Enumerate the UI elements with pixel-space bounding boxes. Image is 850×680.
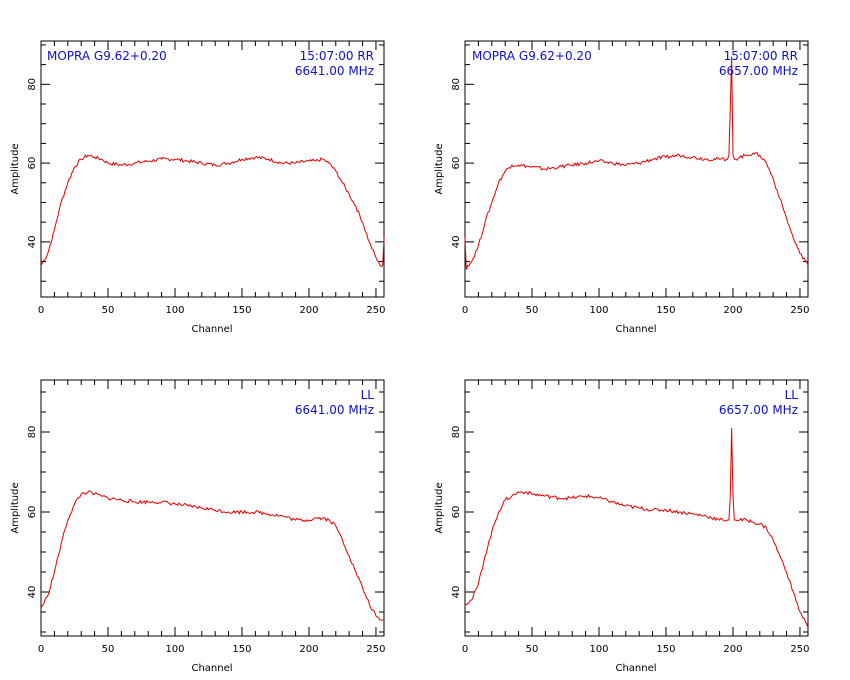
y-tick-label: 80 <box>27 78 38 91</box>
x-tick-label: 50 <box>526 644 539 655</box>
x-tick-label: 50 <box>102 305 115 316</box>
axis-ticks <box>40 41 384 297</box>
x-tick-label: 100 <box>165 644 184 655</box>
tick-labels: 0 50 100 150 200 250 40 60 80 <box>27 78 386 316</box>
tick-labels: 0 50 100 150 200 250 40 60 80 <box>451 78 810 316</box>
time-polarization: 15:07:00 RR <box>300 49 374 63</box>
frequency-label: 6641.00 MHz <box>295 403 374 417</box>
x-tick-label: 0 <box>38 305 44 316</box>
y-axis-label: Amplitude <box>10 143 21 194</box>
x-axis-label: Channel <box>191 663 232 674</box>
tick-labels: 0 50 100 150 200 250 40 60 80 <box>27 426 386 655</box>
x-tick-label: 50 <box>526 305 539 316</box>
spectrum-trace <box>40 154 385 268</box>
x-tick-label: 250 <box>366 644 385 655</box>
y-tick-label: 80 <box>451 78 462 91</box>
x-tick-label: 200 <box>723 305 742 316</box>
x-tick-label: 250 <box>366 305 385 316</box>
axis-ticks <box>464 41 808 297</box>
x-tick-label: 100 <box>165 305 184 316</box>
spectrum-trace <box>464 56 809 270</box>
tick-labels: 0 50 100 150 200 250 40 60 80 <box>451 426 810 655</box>
x-axis-label: Channel <box>191 324 232 335</box>
source-name: MOPRA G9.62+0.20 <box>472 49 592 63</box>
x-tick-label: 150 <box>232 305 251 316</box>
x-axis-label: Channel <box>615 324 656 335</box>
x-tick-label: 50 <box>102 644 115 655</box>
frequency-label: 6641.00 MHz <box>295 64 374 78</box>
x-tick-label: 150 <box>232 644 251 655</box>
spectrum-trace <box>464 427 809 629</box>
x-tick-label: 200 <box>299 305 318 316</box>
y-axis-label: Amplitude <box>434 482 445 533</box>
x-tick-label: 250 <box>790 644 809 655</box>
x-tick-label: 200 <box>299 644 318 655</box>
y-tick-label: 40 <box>27 235 38 248</box>
plot-frame <box>40 40 385 298</box>
x-tick-label: 0 <box>462 644 468 655</box>
x-tick-label: 250 <box>790 305 809 316</box>
x-tick-label: 0 <box>38 644 44 655</box>
y-tick-label: 60 <box>27 506 38 519</box>
time-polarization: LL <box>361 388 375 402</box>
y-tick-label: 40 <box>27 586 38 599</box>
source-name: MOPRA G9.62+0.20 <box>47 49 167 63</box>
y-tick-label: 80 <box>27 426 38 439</box>
y-tick-label: 60 <box>451 506 462 519</box>
x-axis-label: Channel <box>615 663 656 674</box>
y-tick-label: 40 <box>451 235 462 248</box>
plot-frame <box>464 379 809 637</box>
spectrum-trace <box>40 490 384 621</box>
axis-ticks <box>464 380 808 636</box>
y-tick-label: 40 <box>451 586 462 599</box>
x-tick-label: 150 <box>656 305 675 316</box>
y-axis-label: Amplitude <box>10 482 21 533</box>
x-tick-label: 150 <box>656 644 675 655</box>
plot-frame <box>464 40 809 298</box>
y-tick-label: 80 <box>451 426 462 439</box>
y-axis-label: Amplitude <box>434 143 445 194</box>
time-polarization: 15:07:00 RR <box>724 49 798 63</box>
plot-frame <box>40 379 385 637</box>
frequency-label: 6657.00 MHz <box>719 403 798 417</box>
x-tick-label: 100 <box>589 644 608 655</box>
axis-ticks <box>40 380 384 636</box>
time-polarization: LL <box>785 388 799 402</box>
frequency-label: 6657.00 MHz <box>719 64 798 78</box>
x-tick-label: 200 <box>723 644 742 655</box>
y-tick-label: 60 <box>451 157 462 170</box>
y-tick-label: 60 <box>27 157 38 170</box>
x-tick-label: 0 <box>462 305 468 316</box>
x-tick-label: 100 <box>589 305 608 316</box>
